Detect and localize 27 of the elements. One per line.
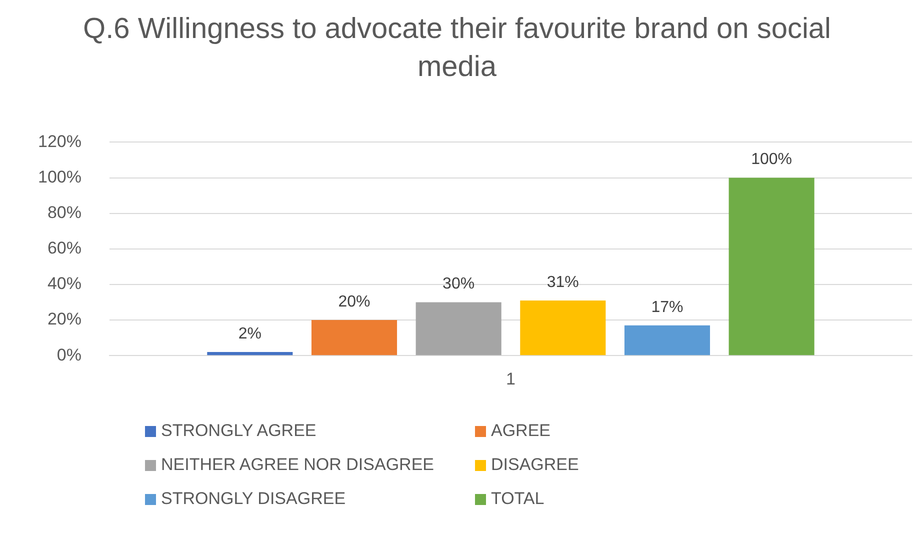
data-label: 30% [442, 276, 475, 293]
bar [416, 302, 502, 356]
data-label: 100% [751, 151, 792, 168]
data-label: 20% [338, 293, 370, 310]
bar [520, 300, 606, 356]
bar [624, 325, 710, 356]
x-tick-label: 1 [506, 369, 516, 388]
legend-label: TOTAL [491, 489, 544, 509]
y-tick-label: 20% [47, 310, 82, 329]
legend-label: NEITHER AGREE NOR DISAGREE [161, 455, 434, 475]
y-tick-label: 100% [38, 167, 82, 186]
legend-label: STRONGLY AGREE [161, 421, 316, 441]
y-tick-label: 120% [38, 132, 82, 151]
y-tick-label: 80% [47, 203, 82, 222]
legend-label: AGREE [491, 421, 551, 441]
bar [207, 352, 293, 356]
y-tick-label: 0% [56, 345, 82, 364]
legend-label: STRONGLY DISAGREE [161, 489, 346, 509]
legend-label: DISAGREE [491, 455, 579, 475]
y-tick-label: 40% [47, 274, 82, 294]
bar [311, 320, 398, 356]
data-label: 2% [238, 325, 262, 342]
chart-title: Q.6 Willingness to advocate their favourite brand on social media [82, 12, 832, 85]
data-label: 31% [546, 274, 579, 291]
bar [728, 178, 814, 356]
y-tick-label: 60% [47, 238, 82, 258]
data-label: 17% [651, 298, 684, 316]
